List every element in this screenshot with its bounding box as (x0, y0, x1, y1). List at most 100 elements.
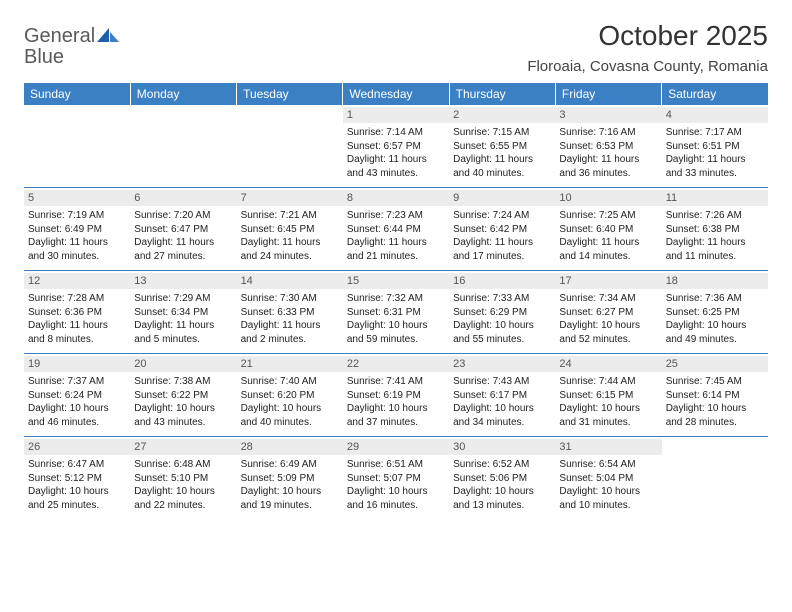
calendar-day: 1 Sunrise: 7:14 AMSunset: 6:57 PMDaylight… (343, 105, 449, 188)
day-info: Sunrise: 7:26 AMSunset: 6:38 PMDaylight:… (666, 209, 764, 263)
calendar-empty (237, 105, 343, 188)
day-number: 26 (24, 439, 130, 455)
day-info: Sunrise: 6:47 AMSunset: 5:12 PMDaylight:… (28, 458, 126, 512)
calendar-day: 8Sunrise: 7:23 AMSunset: 6:44 PMDaylight… (343, 188, 449, 271)
calendar-day: 13 Sunrise: 7:29 AMSunset: 6:34 PMDayligh… (130, 271, 236, 354)
weekday-header: Monday (130, 83, 236, 105)
calendar-day: 31 Sunrise: 6:54 AMSunset: 5:04 PMDayligh… (555, 437, 661, 519)
calendar-day: 4Sunrise: 7:17 AMSunset: 6:51 PMDaylight… (662, 105, 768, 188)
day-info: Sunrise: 6:48 AMSunset: 5:10 PMDaylight:… (134, 458, 232, 512)
calendar-day: 28Sunrise: 6:49 AMSunset: 5:09 PMDayligh… (237, 437, 343, 519)
day-info: Sunrise: 7:37 AMSunset: 6:24 PMDaylight:… (28, 375, 126, 429)
calendar-empty (130, 105, 236, 188)
day-info: Sunrise: 7:36 AMSunset: 6:25 PMDaylight:… (666, 292, 764, 346)
day-number: 1 (343, 107, 449, 123)
logo-sail-icon (97, 26, 119, 47)
day-number: 6 (130, 190, 236, 206)
day-number: 20 (130, 356, 236, 372)
day-info: Sunrise: 7:40 AMSunset: 6:20 PMDaylight:… (241, 375, 339, 429)
day-number: 25 (662, 356, 768, 372)
day-info: Sunrise: 6:54 AMSunset: 5:04 PMDaylight:… (559, 458, 657, 512)
title-block: October 2025 Floroaia, Covasna County, R… (527, 20, 768, 75)
calendar-week: 12 Sunrise: 7:28 AMSunset: 6:36 PMDayligh… (24, 271, 768, 354)
day-info: Sunrise: 6:52 AMSunset: 5:06 PMDaylight:… (453, 458, 551, 512)
weekday-header: Sunday (24, 83, 130, 105)
day-info: Sunrise: 7:16 AMSunset: 6:53 PMDaylight:… (559, 126, 657, 180)
calendar-empty (662, 437, 768, 519)
day-number: 15 (343, 273, 449, 289)
calendar-day: 25Sunrise: 7:45 AMSunset: 6:14 PMDayligh… (662, 354, 768, 437)
month-title: October 2025 (527, 20, 768, 52)
day-info: Sunrise: 7:43 AMSunset: 6:17 PMDaylight:… (453, 375, 551, 429)
day-number: 17 (555, 273, 661, 289)
day-info: Sunrise: 7:28 AMSunset: 6:36 PMDaylight:… (28, 292, 126, 346)
calendar-empty (24, 105, 130, 188)
calendar-week: 5Sunrise: 7:19 AMSunset: 6:49 PMDaylight… (24, 188, 768, 271)
day-info: Sunrise: 7:34 AMSunset: 6:27 PMDaylight:… (559, 292, 657, 346)
day-number: 13 (130, 273, 236, 289)
day-number: 23 (449, 356, 555, 372)
location: Floroaia, Covasna County, Romania (527, 58, 768, 75)
calendar-day: 9 Sunrise: 7:24 AMSunset: 6:42 PMDaylight… (449, 188, 555, 271)
calendar-day: 14 Sunrise: 7:30 AMSunset: 6:33 PMDayligh… (237, 271, 343, 354)
weekday-header: Wednesday (343, 83, 449, 105)
day-info: Sunrise: 7:44 AMSunset: 6:15 PMDaylight:… (559, 375, 657, 429)
weekday-header: Saturday (662, 83, 768, 105)
day-number: 9 (449, 190, 555, 206)
day-number: 12 (24, 273, 130, 289)
calendar-day: 24 Sunrise: 7:44 AMSunset: 6:15 PMDayligh… (555, 354, 661, 437)
day-info: Sunrise: 7:38 AMSunset: 6:22 PMDaylight:… (134, 375, 232, 429)
calendar-day: 5Sunrise: 7:19 AMSunset: 6:49 PMDaylight… (24, 188, 130, 271)
calendar-day: 23 Sunrise: 7:43 AMSunset: 6:17 PMDayligh… (449, 354, 555, 437)
calendar-day: 22Sunrise: 7:41 AMSunset: 6:19 PMDayligh… (343, 354, 449, 437)
day-info: Sunrise: 7:24 AMSunset: 6:42 PMDaylight:… (453, 209, 551, 263)
day-number: 10 (555, 190, 661, 206)
logo-text-2: Blue (24, 46, 64, 68)
day-number: 3 (555, 107, 661, 123)
day-number: 11 (662, 190, 768, 206)
calendar-day: 26 Sunrise: 6:47 AMSunset: 5:12 PMDayligh… (24, 437, 130, 519)
calendar-table: SundayMondayTuesdayWednesdayThursdayFrid… (24, 83, 768, 519)
day-info: Sunrise: 7:19 AMSunset: 6:49 PMDaylight:… (28, 209, 126, 263)
day-number: 14 (237, 273, 343, 289)
calendar-header-row: SundayMondayTuesdayWednesdayThursdayFrid… (24, 83, 768, 105)
day-info: Sunrise: 7:23 AMSunset: 6:44 PMDaylight:… (347, 209, 445, 263)
day-number: 18 (662, 273, 768, 289)
calendar-day: 21 Sunrise: 7:40 AMSunset: 6:20 PMDayligh… (237, 354, 343, 437)
day-info: Sunrise: 7:29 AMSunset: 6:34 PMDaylight:… (134, 292, 232, 346)
day-info: Sunrise: 7:41 AMSunset: 6:19 PMDaylight:… (347, 375, 445, 429)
day-number: 16 (449, 273, 555, 289)
calendar-day: 17 Sunrise: 7:34 AMSunset: 6:27 PMDayligh… (555, 271, 661, 354)
calendar-day: 12 Sunrise: 7:28 AMSunset: 6:36 PMDayligh… (24, 271, 130, 354)
day-info: Sunrise: 7:14 AMSunset: 6:57 PMDaylight:… (347, 126, 445, 180)
calendar-week: 26 Sunrise: 6:47 AMSunset: 5:12 PMDayligh… (24, 437, 768, 519)
calendar-day: 19Sunrise: 7:37 AMSunset: 6:24 PMDayligh… (24, 354, 130, 437)
calendar-day: 27Sunrise: 6:48 AMSunset: 5:10 PMDayligh… (130, 437, 236, 519)
calendar-day: 11 Sunrise: 7:26 AMSunset: 6:38 PMDayligh… (662, 188, 768, 271)
weekday-header: Friday (555, 83, 661, 105)
day-number: 24 (555, 356, 661, 372)
day-info: Sunrise: 7:30 AMSunset: 6:33 PMDaylight:… (241, 292, 339, 346)
calendar-day: 18 Sunrise: 7:36 AMSunset: 6:25 PMDayligh… (662, 271, 768, 354)
day-info: Sunrise: 7:25 AMSunset: 6:40 PMDaylight:… (559, 209, 657, 263)
day-number: 31 (555, 439, 661, 455)
logo-text-1: General (24, 25, 95, 47)
day-number: 30 (449, 439, 555, 455)
calendar-week: 1 Sunrise: 7:14 AMSunset: 6:57 PMDaylight… (24, 105, 768, 188)
calendar-day: 2Sunrise: 7:15 AMSunset: 6:55 PMDaylight… (449, 105, 555, 188)
day-info: Sunrise: 6:49 AMSunset: 5:09 PMDaylight:… (241, 458, 339, 512)
calendar-day: 10 Sunrise: 7:25 AMSunset: 6:40 PMDayligh… (555, 188, 661, 271)
logo: General Blue (24, 20, 119, 68)
weekday-header: Tuesday (237, 83, 343, 105)
day-info: Sunrise: 7:32 AMSunset: 6:31 PMDaylight:… (347, 292, 445, 346)
calendar-day: 7Sunrise: 7:21 AMSunset: 6:45 PMDaylight… (237, 188, 343, 271)
weekday-header: Thursday (449, 83, 555, 105)
calendar-day: 6 Sunrise: 7:20 AMSunset: 6:47 PMDaylight… (130, 188, 236, 271)
day-info: Sunrise: 7:20 AMSunset: 6:47 PMDaylight:… (134, 209, 232, 263)
day-number: 21 (237, 356, 343, 372)
day-number: 2 (449, 107, 555, 123)
day-number: 29 (343, 439, 449, 455)
calendar-day: 29Sunrise: 6:51 AMSunset: 5:07 PMDayligh… (343, 437, 449, 519)
day-number: 4 (662, 107, 768, 123)
calendar-day: 15 Sunrise: 7:32 AMSunset: 6:31 PMDayligh… (343, 271, 449, 354)
